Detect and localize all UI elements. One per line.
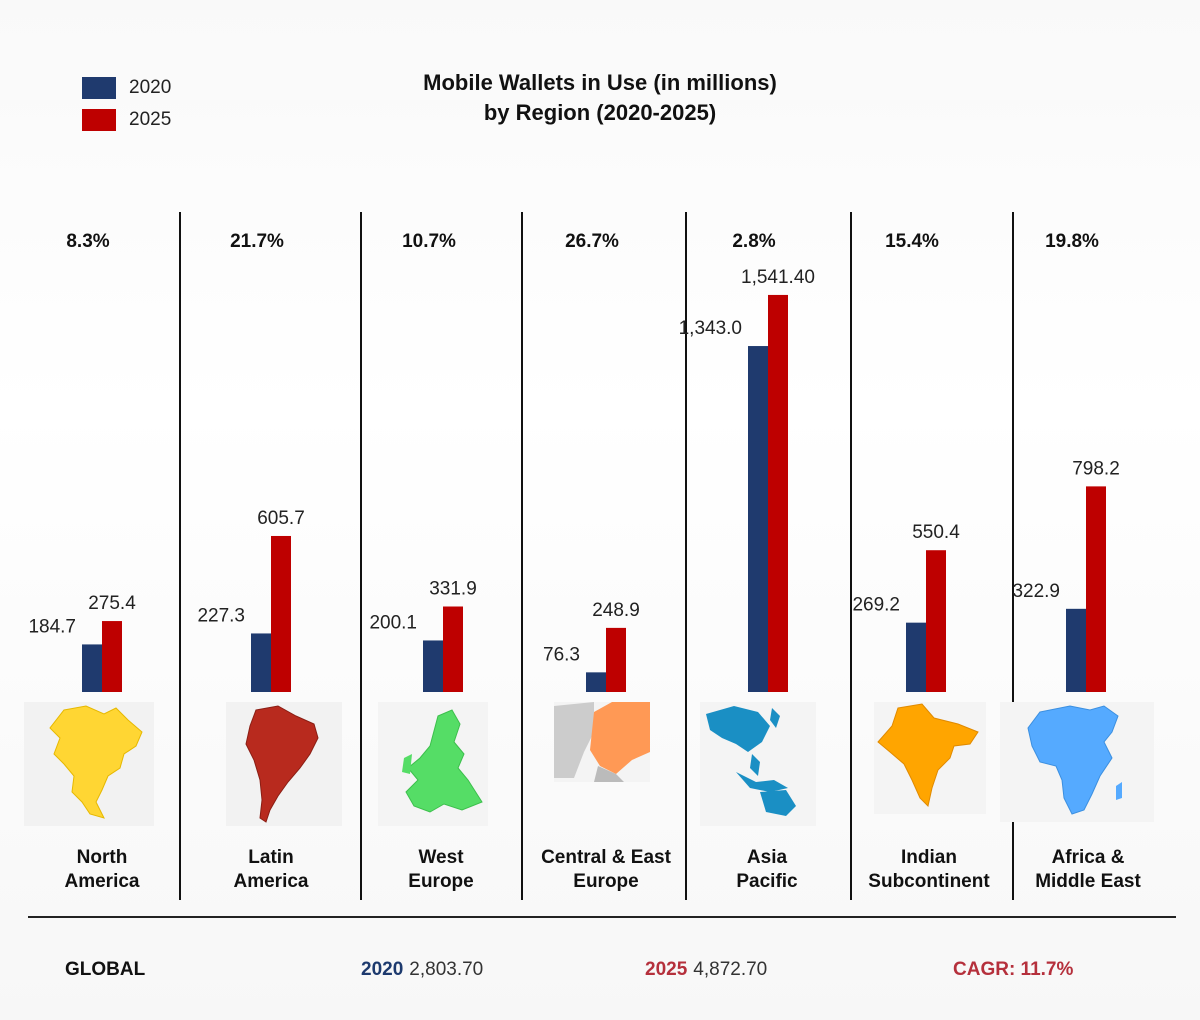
global-label: GLOBAL — [65, 959, 146, 980]
bar-2025-central-east-europe — [606, 627, 626, 692]
asia-pacific-map-icon — [700, 702, 816, 826]
chart-title-line-1: Mobile Wallets in Use (in millions) — [423, 70, 777, 95]
latin-america-map-icon — [226, 702, 342, 826]
legend-item-2020: 2020 — [82, 72, 171, 104]
global-2020-total: 2020 2,803.70 — [361, 959, 483, 981]
region-name-asia-pacific: Asia Pacific — [687, 846, 847, 894]
cagr-label-indian-subcontinent: 15.4% — [885, 231, 939, 252]
chart-title-line-2: by Region (2020-2025) — [483, 100, 717, 125]
bar-2025-asia-pacific — [768, 294, 788, 692]
global-2020-year: 2020 — [361, 959, 404, 980]
value-label-2025-central-east-europe: 248.9 — [592, 600, 640, 621]
north-america-map-icon — [24, 702, 154, 826]
legend-label-2020: 2020 — [129, 77, 172, 98]
legend-item-2025: 2025 — [82, 104, 171, 136]
bar-2025-africa-middle-east — [1086, 486, 1106, 692]
region-name-north-america: North America — [22, 846, 182, 894]
legend-label-2025: 2025 — [129, 109, 172, 130]
region-name-line-1: North — [76, 847, 128, 868]
bar-2025-indian-subcontinent — [926, 550, 946, 692]
region-name-africa-middle-east: Africa & Middle East — [1008, 846, 1168, 894]
legend: 2020 2025 — [82, 72, 171, 136]
value-label-2020-north-america: 184.7 — [28, 616, 76, 637]
bar-2020-west-europe — [423, 640, 443, 692]
value-label-2025-west-europe: 331.9 — [429, 579, 477, 600]
value-label-2020-indian-subcontinent: 269.2 — [852, 595, 900, 616]
bar-2025-north-america — [102, 621, 122, 692]
global-2025-year: 2025 — [645, 959, 688, 980]
bar-2020-north-america — [82, 644, 102, 692]
value-label-2020-asia-pacific: 1,343.0 — [679, 318, 742, 339]
bar-2020-africa-middle-east — [1066, 608, 1086, 692]
bar-2020-central-east-europe — [586, 672, 606, 692]
region-name-line-2: America — [233, 871, 309, 892]
legend-swatch-2020 — [82, 77, 116, 99]
africa-middle-east-map-icon — [1000, 702, 1154, 822]
central-east-europe-map-icon — [554, 702, 650, 782]
west-europe-map-icon — [378, 702, 488, 826]
region-name-line-2: Subcontinent — [868, 871, 990, 892]
cagr-label-africa-middle-east: 19.8% — [1045, 231, 1099, 252]
region-name-line-2: Europe — [408, 871, 474, 892]
region-name-line-1: Asia — [746, 847, 788, 868]
global-2020-value: 2,803.70 — [409, 959, 484, 980]
legend-swatch-2025 — [82, 109, 116, 131]
region-name-west-europe: West Europe — [361, 846, 521, 894]
value-label-2025-north-america: 275.4 — [88, 593, 136, 614]
value-label-2025-africa-middle-east: 798.2 — [1072, 458, 1120, 479]
cagr-label-north-america: 8.3% — [66, 231, 109, 252]
region-name-line-2: America — [64, 871, 140, 892]
bar-2020-indian-subcontinent — [906, 622, 926, 692]
region-name-line-1: Africa & — [1051, 847, 1125, 868]
bar-2020-asia-pacific — [748, 346, 768, 692]
value-label-2020-central-east-europe: 76.3 — [543, 644, 580, 665]
value-label-2020-west-europe: 200.1 — [369, 612, 417, 633]
value-label-2020-africa-middle-east: 322.9 — [1012, 581, 1060, 602]
region-name-line-2: Pacific — [736, 871, 798, 892]
value-label-2020-latin-america: 227.3 — [197, 605, 245, 626]
cagr-label-central-east-europe: 26.7% — [565, 231, 619, 252]
cagr-label-west-europe: 10.7% — [402, 231, 456, 252]
region-name-line-1: Latin — [248, 847, 294, 868]
chart-title: Mobile Wallets in Use (in millions) by R… — [350, 68, 850, 128]
value-label-2025-indian-subcontinent: 550.4 — [912, 522, 960, 543]
region-name-line-1: Indian — [901, 847, 957, 868]
footer-divider — [28, 916, 1176, 918]
bar-2025-west-europe — [443, 606, 463, 692]
global-2025-total: 2025 4,872.70 — [645, 959, 767, 981]
cagr-label-latin-america: 21.7% — [230, 231, 284, 252]
region-name-central-east-europe: Central & East Europe — [518, 846, 694, 894]
region-name-indian-subcontinent: Indian Subcontinent — [849, 846, 1009, 894]
region-name-line-2: Europe — [573, 871, 639, 892]
region-name-latin-america: Latin America — [191, 846, 351, 894]
global-2025-value: 4,872.70 — [693, 959, 768, 980]
region-name-line-2: Middle East — [1035, 871, 1141, 892]
indian-subcontinent-map-icon — [874, 702, 986, 814]
region-name-line-1: West — [418, 847, 464, 868]
global-cagr: CAGR: 11.7% — [953, 959, 1074, 980]
bar-2020-latin-america — [251, 633, 271, 692]
region-name-line-1: Central & East — [541, 847, 671, 868]
cagr-label-asia-pacific: 2.8% — [732, 231, 775, 252]
value-label-2025-latin-america: 605.7 — [257, 508, 305, 529]
value-label-2025-asia-pacific: 1,541.40 — [741, 267, 815, 288]
bar-2025-latin-america — [271, 535, 291, 692]
